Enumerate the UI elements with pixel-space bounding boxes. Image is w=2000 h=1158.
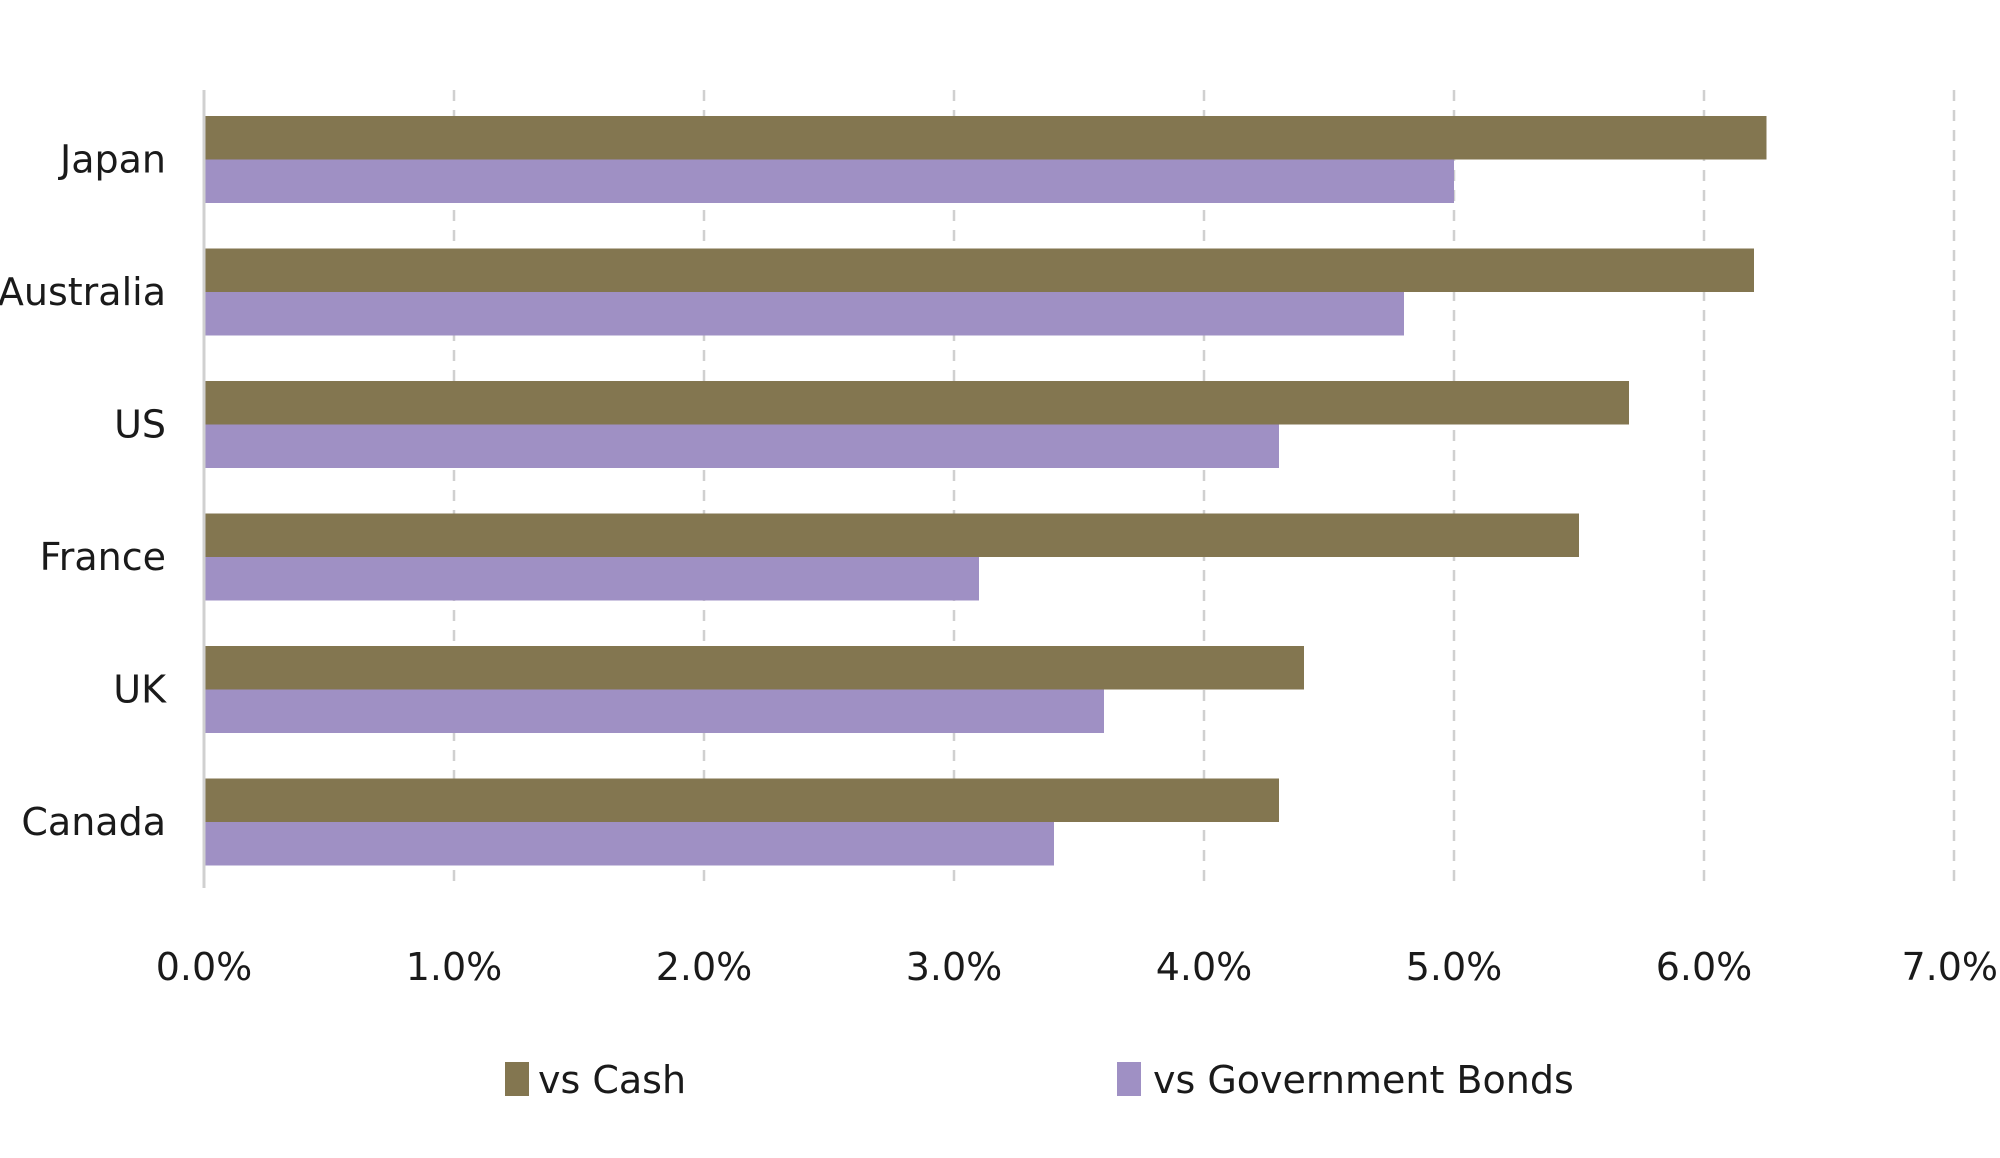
- bar-vs-cash: [204, 778, 1279, 822]
- x-tick-label: 1.0%: [406, 945, 503, 989]
- bar-vs-government-bonds: [204, 557, 979, 601]
- bar-vs-cash: [204, 248, 1754, 292]
- bar-vs-cash: [204, 513, 1579, 557]
- bar-vs-government-bonds: [204, 424, 1279, 468]
- bar-vs-cash: [204, 116, 1767, 160]
- bar-vs-government-bonds: [204, 159, 1454, 203]
- category-label: Japan: [58, 138, 166, 182]
- legend-swatch: [1117, 1062, 1141, 1096]
- bar-vs-cash: [204, 381, 1629, 425]
- category-label: Canada: [21, 800, 166, 844]
- category-label: Australia: [0, 270, 166, 314]
- category-label: US: [114, 403, 166, 447]
- bar-vs-government-bonds: [204, 822, 1054, 866]
- x-tick-labels: 0.0% 1.0% 2.0% 3.0% 4.0% 5.0% 6.0% 7.0%: [156, 945, 1998, 989]
- x-tick-label: 4.0%: [1156, 945, 1253, 989]
- bar-vs-cash: [204, 646, 1304, 690]
- gridlines: [452, 90, 1956, 888]
- legend-swatch: [505, 1062, 529, 1096]
- x-tick-label: 0.0%: [156, 945, 253, 989]
- x-tick-label: 7.0%: [1901, 945, 1998, 989]
- category-label: France: [40, 535, 166, 579]
- legend-label: vs Cash: [538, 1058, 686, 1102]
- category-label: UK: [113, 668, 167, 712]
- x-tick-label: 3.0%: [906, 945, 1003, 989]
- x-tick-label: 5.0%: [1406, 945, 1503, 989]
- bar-vs-government-bonds: [204, 689, 1104, 733]
- bars: [204, 116, 1767, 866]
- category-labels: Japan Australia US France UK Canada: [0, 138, 167, 845]
- legend: vs Cash vs Government Bonds: [505, 1058, 1574, 1102]
- bar-vs-government-bonds: [204, 292, 1404, 336]
- legend-label: vs Government Bonds: [1153, 1058, 1574, 1102]
- x-tick-label: 2.0%: [656, 945, 753, 989]
- x-tick-label: 6.0%: [1656, 945, 1753, 989]
